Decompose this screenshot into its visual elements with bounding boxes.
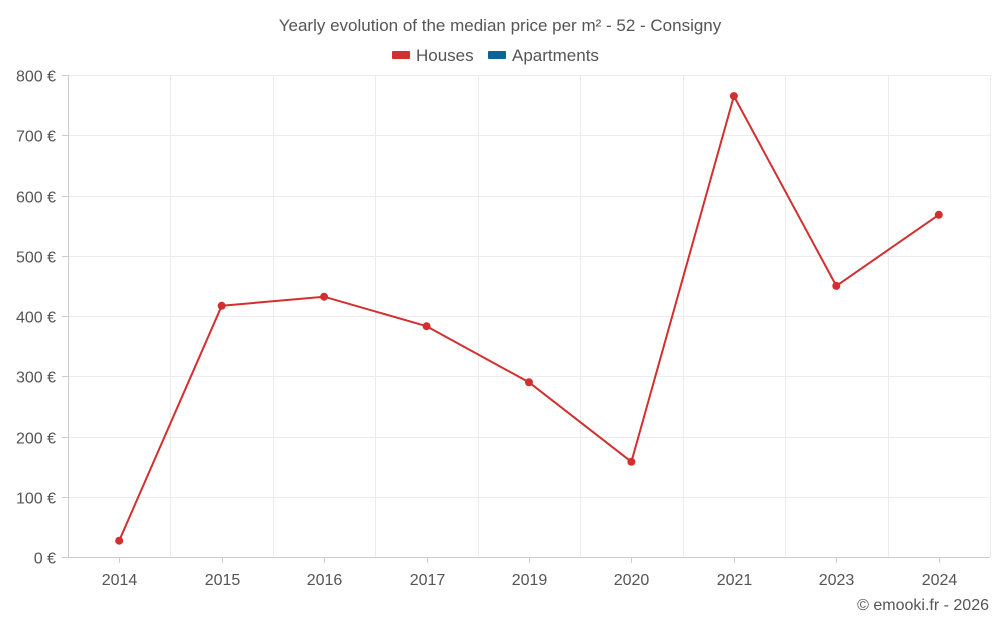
x-tick-label: 2015	[205, 572, 241, 589]
grid	[68, 75, 991, 557]
y-tick-label: 700 €	[16, 129, 56, 146]
x-tick-label: 2019	[512, 572, 548, 589]
axes: 0 € 100 € 200 € 300 € 400 € 500 € 600 € 700 € 80…	[16, 69, 990, 589]
series-line-houses	[118, 95, 940, 542]
x-tick-label: 2014	[102, 572, 138, 589]
data-point[interactable]	[422, 322, 431, 331]
y-tick-label: 600 €	[16, 190, 56, 207]
x-tick-label: 2016	[307, 572, 343, 589]
data-point[interactable]	[115, 536, 124, 545]
x-tick-label: 2020	[614, 572, 650, 589]
y-tick-label: 300 €	[16, 370, 56, 387]
legend-label-houses: Houses	[416, 46, 474, 65]
x-tick-label: 2017	[410, 572, 446, 589]
y-tick-label: 400 €	[16, 310, 56, 327]
legend-item-apartments[interactable]: Apartments	[488, 46, 599, 65]
data-point[interactable]	[934, 210, 943, 219]
y-tick-label: 800 €	[16, 69, 56, 86]
data-point[interactable]	[627, 457, 636, 466]
x-tick-label: 2021	[717, 572, 753, 589]
legend-item-houses[interactable]: Houses	[392, 46, 474, 65]
data-point[interactable]	[729, 92, 738, 101]
chart-title: Yearly evolution of the median price per…	[279, 16, 722, 35]
legend-swatch-houses	[392, 51, 410, 59]
y-tick-label: 100 €	[16, 491, 56, 508]
data-point[interactable]	[832, 281, 841, 290]
y-tick-label: 200 €	[16, 431, 56, 448]
data-point[interactable]	[525, 378, 533, 387]
y-tick-label: 0 €	[34, 551, 56, 568]
legend: Houses Apartments	[392, 46, 599, 65]
legend-swatch-apartments	[488, 51, 506, 59]
data-point[interactable]	[217, 301, 226, 310]
x-tick-label: 2023	[819, 572, 855, 589]
legend-label-apartments: Apartments	[512, 46, 599, 65]
data-point[interactable]	[320, 292, 329, 301]
x-tick-label: 2024	[922, 572, 958, 589]
y-tick-label: 500 €	[16, 250, 56, 267]
series-houses	[115, 92, 943, 545]
credit-text: © emooki.fr - 2026	[857, 597, 989, 614]
